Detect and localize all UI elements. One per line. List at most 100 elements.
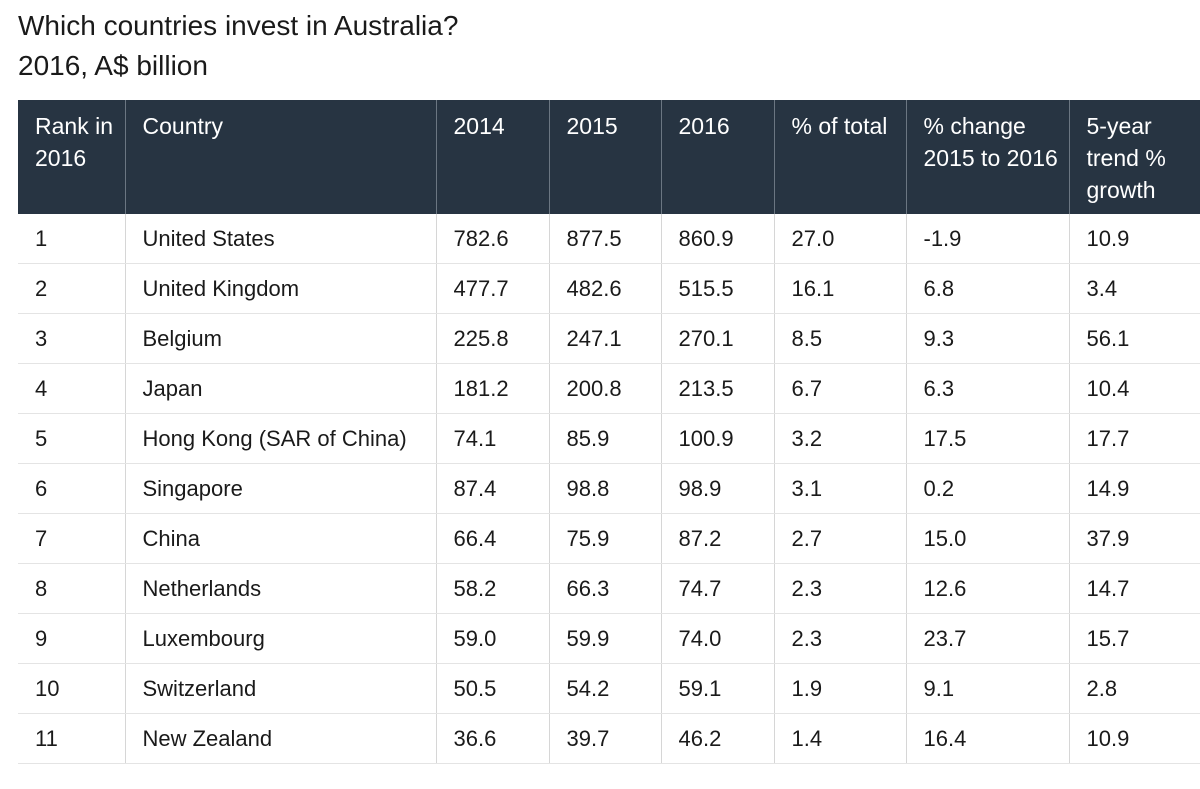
value-2015-cell: 39.7 (549, 713, 662, 764)
value-2014-cell: 87.4 (436, 463, 550, 514)
rank-cell: 1 (18, 214, 126, 264)
value-2015-cell: 98.8 (549, 463, 662, 514)
value-2016-cell: 270.1 (661, 313, 775, 364)
table-row: 3 Belgium 225.8 247.1 270.1 8.5 9.3 56.1 (18, 313, 1200, 364)
country-cell: Singapore (125, 463, 437, 514)
pct-change-cell: 17.5 (906, 413, 1070, 464)
table-row: 4 Japan 181.2 200.8 213.5 6.7 6.3 10.4 (18, 363, 1200, 414)
table-row: 2 United Kingdom 477.7 482.6 515.5 16.1 6.8 3.4 (18, 263, 1200, 314)
value-2014-cell: 74.1 (436, 413, 550, 464)
country-cell: Switzerland (125, 663, 437, 714)
pct-total-cell: 2.3 (774, 613, 907, 664)
pct-total-cell: 1.4 (774, 713, 907, 764)
pct-change-cell: 6.8 (906, 263, 1070, 314)
pct-total-cell: 2.7 (774, 513, 907, 564)
value-2016-cell: 59.1 (661, 663, 775, 714)
value-2015-cell: 75.9 (549, 513, 662, 564)
value-2014-cell: 58.2 (436, 563, 550, 614)
col-header-country: Country (125, 100, 437, 214)
trend-growth-cell: 56.1 (1069, 313, 1200, 364)
trend-growth-cell: 37.9 (1069, 513, 1200, 564)
pct-change-cell: 16.4 (906, 713, 1070, 764)
pct-total-cell: 3.2 (774, 413, 907, 464)
table-row: 6 Singapore 87.4 98.8 98.9 3.1 0.2 14.9 (18, 463, 1200, 514)
value-2014-cell: 477.7 (436, 263, 550, 314)
value-2016-cell: 46.2 (661, 713, 775, 764)
trend-growth-cell: 3.4 (1069, 263, 1200, 314)
value-2016-cell: 87.2 (661, 513, 775, 564)
trend-growth-cell: 10.4 (1069, 363, 1200, 414)
pct-total-cell: 6.7 (774, 363, 907, 414)
pct-total-cell: 8.5 (774, 313, 907, 364)
pct-change-cell: 12.6 (906, 563, 1070, 614)
country-cell: Belgium (125, 313, 437, 364)
pct-change-cell: 0.2 (906, 463, 1070, 514)
pct-change-cell: 6.3 (906, 363, 1070, 414)
trend-growth-cell: 14.9 (1069, 463, 1200, 514)
country-cell: United Kingdom (125, 263, 437, 314)
value-2014-cell: 59.0 (436, 613, 550, 664)
table-row: 7 China 66.4 75.9 87.2 2.7 15.0 37.9 (18, 513, 1200, 564)
country-cell: New Zealand (125, 713, 437, 764)
rank-cell: 5 (18, 413, 126, 464)
value-2016-cell: 74.0 (661, 613, 775, 664)
value-2015-cell: 85.9 (549, 413, 662, 464)
value-2014-cell: 181.2 (436, 363, 550, 414)
pct-total-cell: 1.9 (774, 663, 907, 714)
trend-growth-cell: 15.7 (1069, 613, 1200, 664)
investment-table: Rank in 2016 Country 2014 2015 2016 % of… (18, 100, 1200, 764)
trend-growth-cell: 10.9 (1069, 214, 1200, 264)
pct-change-cell: 9.1 (906, 663, 1070, 714)
rank-cell: 3 (18, 313, 126, 364)
country-cell: Japan (125, 363, 437, 414)
rank-cell: 4 (18, 363, 126, 414)
value-2016-cell: 98.9 (661, 463, 775, 514)
value-2016-cell: 860.9 (661, 214, 775, 264)
value-2016-cell: 515.5 (661, 263, 775, 314)
header-row: Rank in 2016 Country 2014 2015 2016 % of… (18, 100, 1200, 214)
col-header-2014: 2014 (436, 100, 550, 214)
trend-growth-cell: 2.8 (1069, 663, 1200, 714)
rank-cell: 6 (18, 463, 126, 514)
table-body: 1 United States 782.6 877.5 860.9 27.0 -1.9 10.… (18, 214, 1200, 764)
country-cell: Hong Kong (SAR of China) (125, 413, 437, 464)
table-row: 9 Luxembourg 59.0 59.9 74.0 2.3 23.7 15.7 (18, 613, 1200, 664)
table-row: 10 Switzerland 50.5 54.2 59.1 1.9 9.1 2.8 (18, 663, 1200, 714)
pct-total-cell: 16.1 (774, 263, 907, 314)
title-block: Which countries invest in Australia? 201… (18, 6, 458, 86)
col-header-2015: 2015 (549, 100, 662, 214)
value-2014-cell: 66.4 (436, 513, 550, 564)
value-2014-cell: 36.6 (436, 713, 550, 764)
col-header-pct-change: % change 2015 to 2016 (906, 100, 1070, 214)
value-2014-cell: 782.6 (436, 214, 550, 264)
rank-cell: 8 (18, 563, 126, 614)
value-2016-cell: 74.7 (661, 563, 775, 614)
table-row: 8 Netherlands 58.2 66.3 74.7 2.3 12.6 14.7 (18, 563, 1200, 614)
rank-cell: 2 (18, 263, 126, 314)
pct-total-cell: 27.0 (774, 214, 907, 264)
pct-change-cell: 9.3 (906, 313, 1070, 364)
value-2015-cell: 247.1 (549, 313, 662, 364)
pct-total-cell: 2.3 (774, 563, 907, 614)
rank-cell: 10 (18, 663, 126, 714)
chart-title: Which countries invest in Australia? (18, 10, 459, 41)
country-cell: China (125, 513, 437, 564)
value-2015-cell: 54.2 (549, 663, 662, 714)
value-2015-cell: 200.8 (549, 363, 662, 414)
value-2016-cell: 100.9 (661, 413, 775, 464)
col-header-2016: 2016 (661, 100, 775, 214)
chart-subtitle: 2016, A$ billion (18, 50, 208, 81)
rank-cell: 9 (18, 613, 126, 664)
col-header-rank: Rank in 2016 (18, 100, 126, 214)
pct-change-cell: 15.0 (906, 513, 1070, 564)
pct-total-cell: 3.1 (774, 463, 907, 514)
rank-cell: 7 (18, 513, 126, 564)
col-header-pct-total: % of total (774, 100, 907, 214)
trend-growth-cell: 17.7 (1069, 413, 1200, 464)
value-2015-cell: 66.3 (549, 563, 662, 614)
rank-cell: 11 (18, 713, 126, 764)
value-2015-cell: 482.6 (549, 263, 662, 314)
value-2015-cell: 877.5 (549, 214, 662, 264)
value-2014-cell: 50.5 (436, 663, 550, 714)
pct-change-cell: -1.9 (906, 214, 1070, 264)
